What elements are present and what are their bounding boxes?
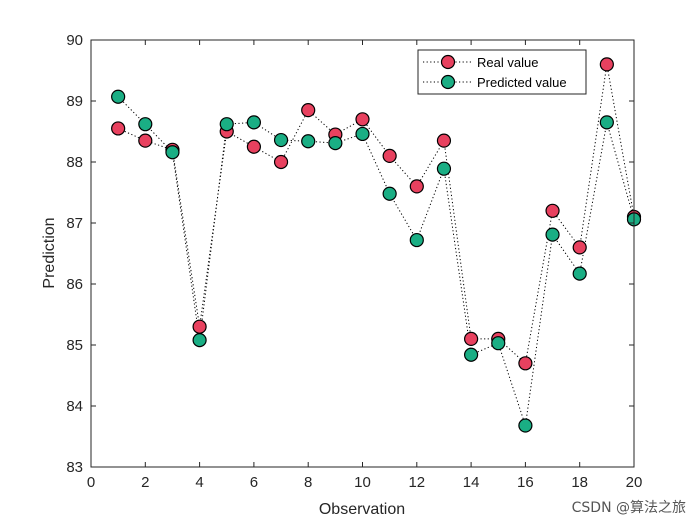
x-tick-label: 0 <box>87 474 95 491</box>
legend-label-real-value: Real value <box>477 55 538 70</box>
plot-area <box>91 40 634 467</box>
x-tick-label: 10 <box>354 474 371 491</box>
data-point-predicted-value <box>572 266 587 281</box>
data-point-predicted-value <box>138 117 153 132</box>
x-tick-label: 4 <box>195 474 203 491</box>
y-tick-label: 87 <box>66 215 83 232</box>
data-point-real-value <box>382 148 397 163</box>
x-tick-label: 16 <box>517 474 534 491</box>
x-tick-label: 14 <box>463 474 480 491</box>
ticks-layer: 0 2 4 6 8 10 12 14 16 18 20 83 84 85 86 87 88 89 90 <box>66 32 642 491</box>
data-point-predicted-value <box>464 347 479 362</box>
data-point-real-value <box>409 179 424 194</box>
y-tick-label: 90 <box>66 32 83 49</box>
data-point-real-value <box>545 203 560 218</box>
series-line-real-value <box>117 64 635 365</box>
data-point-real-value <box>138 133 153 148</box>
data-point-real-value <box>599 57 614 72</box>
y-tick-label: 86 <box>66 276 83 293</box>
legend-marker-predicted-value <box>440 74 456 90</box>
data-point-predicted-value <box>273 132 289 148</box>
data-point-real-value <box>572 240 587 255</box>
data-point-predicted-value <box>192 333 207 348</box>
data-point-predicted-value <box>219 117 234 132</box>
y-tick-label: 89 <box>66 93 83 110</box>
y-tick-label: 85 <box>66 337 83 354</box>
data-point-predicted-value <box>301 134 316 149</box>
data-point-predicted-value <box>246 115 261 130</box>
data-point-predicted-value <box>436 161 452 176</box>
data-point-real-value <box>273 154 289 170</box>
data-point-real-value <box>192 319 207 334</box>
x-tick-label: 12 <box>408 474 425 491</box>
data-point-real-value <box>111 121 126 136</box>
x-tick-label: 6 <box>250 474 258 491</box>
data-point-predicted-value <box>328 135 343 151</box>
series-layer <box>111 57 642 433</box>
data-point-predicted-value <box>165 145 180 160</box>
data-point-predicted-value <box>599 115 614 130</box>
data-point-predicted-value <box>545 227 560 242</box>
x-axis-label: Observation <box>319 501 405 518</box>
data-point-predicted-value <box>382 186 397 201</box>
data-point-predicted-value <box>409 232 424 248</box>
legend-label-predicted-value: Predicted value <box>477 75 567 90</box>
y-axis-label: Prediction <box>41 217 58 288</box>
data-point-predicted-value <box>355 126 370 142</box>
y-tick-label: 88 <box>66 154 83 171</box>
legend-items: Real value Predicted value <box>423 54 567 90</box>
y-tick-label: 83 <box>66 459 83 476</box>
y-tick-label: 84 <box>66 398 83 415</box>
x-tick-label: 8 <box>304 474 312 491</box>
data-point-real-value <box>518 356 533 371</box>
x-tick-label: 18 <box>571 474 588 491</box>
data-point-real-value <box>246 139 261 154</box>
data-point-real-value <box>355 112 370 127</box>
x-tick-label: 20 <box>626 474 643 491</box>
data-point-predicted-value <box>111 89 126 104</box>
data-point-real-value <box>464 331 479 346</box>
data-point-predicted-value <box>491 336 506 351</box>
data-point-real-value <box>301 103 316 118</box>
legend-marker-real-value <box>440 54 456 70</box>
legend: Real value Predicted value <box>417 49 587 95</box>
data-point-real-value <box>436 133 452 148</box>
data-point-predicted-value <box>518 418 533 433</box>
x-tick-label: 2 <box>141 474 149 491</box>
watermark-text: CSDN @算法之旅 <box>572 500 686 516</box>
